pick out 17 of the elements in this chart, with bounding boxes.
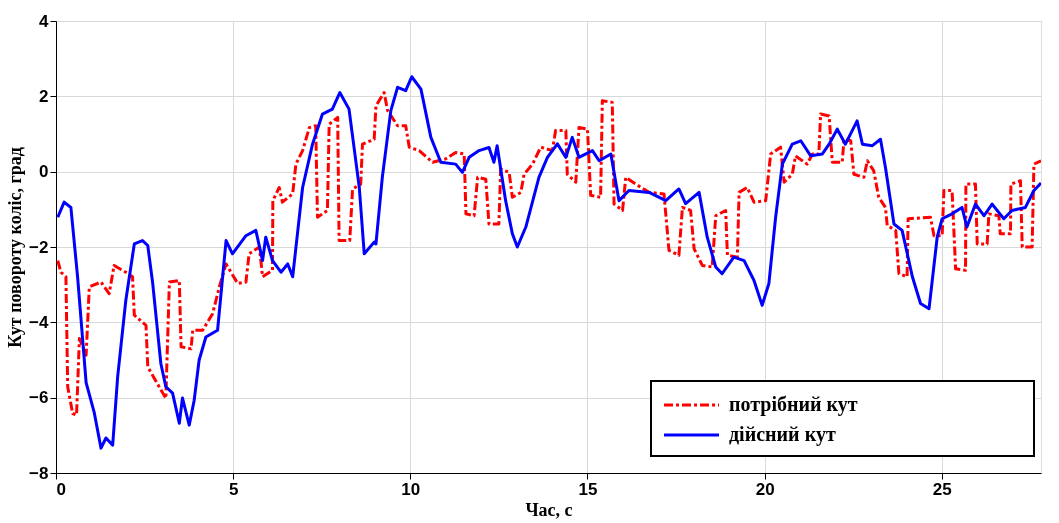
x-tick-label: 25 — [932, 479, 952, 499]
y-axis-title: Кут повороту коліс, град — [5, 147, 26, 348]
legend-label: дійсний кут — [729, 423, 836, 446]
y-tick-label: −8 — [29, 463, 49, 483]
x-tick-label: 5 — [228, 479, 239, 499]
y-tick-label: 4 — [39, 11, 50, 31]
y-tick-label: 0 — [39, 162, 49, 182]
y-tick-label: −4 — [29, 312, 50, 332]
x-tick-label: 20 — [755, 479, 775, 499]
y-tick-label: −2 — [29, 237, 49, 257]
legend-label: потрібний кут — [729, 393, 858, 416]
y-tick-label: 2 — [39, 86, 49, 106]
x-tick-label: 0 — [56, 479, 66, 499]
x-axis-title: Час, с — [525, 499, 573, 520]
y-tick-label: −6 — [29, 388, 49, 408]
x-tick-label: 10 — [401, 479, 421, 499]
x-tick-label: 15 — [578, 479, 598, 499]
